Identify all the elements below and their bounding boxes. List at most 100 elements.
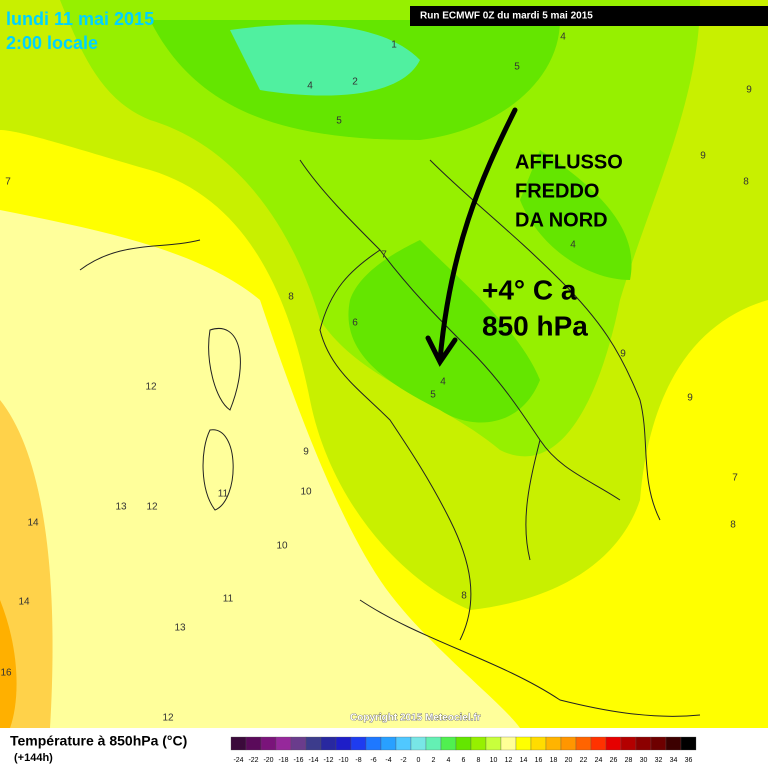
legend-tick-label: -8	[355, 757, 361, 764]
legend-swatch	[230, 736, 247, 751]
contour-label: 9	[700, 151, 706, 162]
contour-label: 9	[687, 393, 693, 404]
legend-tick-label: -22	[248, 757, 258, 764]
coast-south	[359, 599, 701, 717]
legend-swatch	[545, 736, 562, 751]
legend-swatch	[320, 736, 337, 751]
contour-label: 11	[218, 489, 229, 500]
contour-label: 9	[746, 85, 752, 96]
field-orange	[0, 600, 17, 728]
legend-tick-label: 36	[685, 757, 693, 764]
legend-swatch	[455, 736, 472, 751]
time-label: 2:00 locale	[6, 33, 98, 53]
legend-swatch	[680, 736, 697, 751]
contour-label: 13	[115, 502, 127, 513]
field-cyan-green	[230, 24, 420, 96]
contour-label: 8	[743, 177, 749, 188]
contour-label: 10	[276, 541, 288, 552]
color-legend: -24 -22 -20 -18 -16 -14 -12 -10 -8 -6 -4 -2 0 2 4 6 8 10 1…	[230, 736, 697, 764]
legend-tick-label: 20	[565, 757, 573, 764]
lead-time: (+144h)	[14, 752, 53, 764]
legend-swatch	[260, 736, 277, 751]
legend-tick-label: -18	[278, 757, 288, 764]
legend-swatch	[305, 736, 322, 751]
legend-swatch	[275, 736, 292, 751]
legend-swatch	[335, 736, 352, 751]
legend-swatch	[395, 736, 412, 751]
legend-tick-label: 2	[432, 757, 436, 764]
field-bright-green	[520, 150, 632, 280]
contour-label: 12	[146, 502, 158, 513]
legend-tick-label: 4	[447, 757, 451, 764]
legend-tick-label: 12	[505, 757, 513, 764]
copyright: Copyright 2015 Meteociel.fr	[350, 713, 481, 724]
annotation-line: FREDDO	[515, 180, 599, 202]
contour-label: 6	[352, 318, 358, 329]
legend-tick-label: -16	[293, 757, 303, 764]
contour-label: 8	[461, 591, 467, 602]
legend-tick-label: -14	[308, 757, 318, 764]
contour-label: 8	[730, 520, 736, 531]
legend-tick-label: 34	[670, 757, 678, 764]
legend-swatch	[500, 736, 517, 751]
legend-swatch	[620, 736, 637, 751]
legend-swatch	[380, 736, 397, 751]
legend-swatch	[245, 736, 262, 751]
legend-swatch	[470, 736, 487, 751]
legend-tick-label: 28	[625, 757, 633, 764]
contour-label: 7	[5, 177, 11, 188]
legend-swatch	[440, 736, 457, 751]
contour-label: 11	[223, 594, 234, 605]
contour-label: 1	[391, 40, 397, 51]
legend-tick-label: 14	[520, 757, 528, 764]
legend-swatch	[635, 736, 652, 751]
contour-label: 2	[352, 77, 358, 88]
legend-swatch	[560, 736, 577, 751]
legend-tick-label: -10	[338, 757, 348, 764]
annotation-line: 850 hPa	[482, 310, 588, 341]
contour-label: 4	[570, 240, 576, 251]
legend-swatch	[425, 736, 442, 751]
date-label: lundi 11 mai 2015	[6, 9, 154, 29]
contour-label: 10	[300, 487, 312, 498]
legend-tick-label: -24	[233, 757, 243, 764]
legend-swatch	[650, 736, 667, 751]
legend-swatch	[530, 736, 547, 751]
legend-swatch	[350, 736, 367, 751]
legend-tick-label: 8	[477, 757, 481, 764]
contour-label: 5	[430, 390, 436, 401]
annotation-line: DA NORD	[515, 209, 608, 231]
annotation-line: AFFLUSSO	[515, 151, 623, 173]
legend-tick-label: 30	[640, 757, 648, 764]
contour-label: 14	[18, 597, 30, 608]
contour-label: 4	[560, 32, 566, 43]
coast-west	[79, 239, 241, 511]
contour-label: 7	[381, 250, 387, 261]
contour-label: 14	[27, 518, 39, 529]
legend-swatch	[605, 736, 622, 751]
contour-label: 5	[336, 116, 342, 127]
field-light-yellow	[0, 210, 520, 728]
legend-tick-label: -12	[323, 757, 333, 764]
contour-label: 9	[620, 349, 626, 360]
legend-swatch	[410, 736, 427, 751]
run-label: Run ECMWF 0Z du mardi 5 mai 2015	[420, 11, 593, 22]
legend-swatch	[365, 736, 382, 751]
legend-tick-label: 18	[550, 757, 558, 764]
contour-label: 9	[303, 447, 309, 458]
contour-label: 4	[307, 81, 313, 92]
legend-swatch	[290, 736, 307, 751]
legend-tick-label: -2	[400, 757, 406, 764]
flow-arrow	[425, 107, 518, 367]
italy-coast	[299, 159, 621, 641]
legend-tick-label: -6	[370, 757, 376, 764]
field-green	[60, 0, 700, 457]
legend-swatch	[665, 736, 682, 751]
contour-label: 13	[174, 623, 186, 634]
legend-tick-label: 0	[417, 757, 421, 764]
run-banner	[410, 6, 768, 26]
legend-tick-label: 6	[462, 757, 466, 764]
legend-tick-label: 24	[595, 757, 603, 764]
